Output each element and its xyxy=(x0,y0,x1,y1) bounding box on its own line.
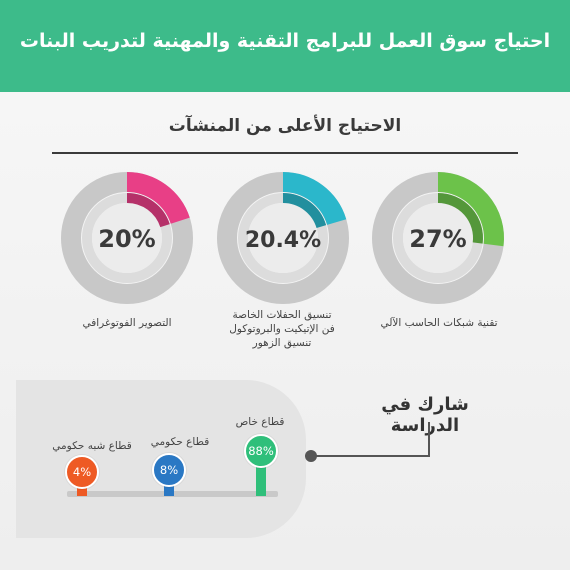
donut-center-photography xyxy=(92,203,162,273)
sector-label-semi-government: قطاع شبه حكومي xyxy=(52,440,132,452)
connector-vertical xyxy=(428,422,430,456)
stem-government xyxy=(164,484,174,496)
donut-label-events-line1: تنسيق الحفلات الخاصة xyxy=(232,309,332,321)
donut-slice-inner-events xyxy=(282,193,327,229)
section-divider xyxy=(52,152,518,154)
connector-horizontal xyxy=(313,455,430,457)
donut-events: 20.4% xyxy=(217,172,349,304)
donut-label-photography: التصوير الفوتوغرافي xyxy=(82,317,172,329)
donut-value-photography: 20% xyxy=(98,225,155,253)
header-banner: احتياج سوق العمل للبرامج التقنية والمهني… xyxy=(0,0,570,92)
section-title: الاحتياج الأعلى من المنشآت xyxy=(168,116,402,136)
page-title: احتياج سوق العمل للبرامج التقنية والمهني… xyxy=(19,30,551,52)
donut-slice-inner-photography xyxy=(126,193,170,228)
donut-photography: 20% xyxy=(61,172,193,304)
stem-semi-government xyxy=(77,488,87,496)
bubble-private: 88% xyxy=(244,434,278,468)
sector-label-government: قطاع حكومي xyxy=(150,436,210,448)
donut-value-networks: 27% xyxy=(409,225,466,253)
donut-label-events-line2: فن الإتيكيت والبروتوكول xyxy=(229,323,335,335)
donut-slice-events xyxy=(282,172,347,226)
stem-private xyxy=(256,460,266,496)
donut-label-events: تنسيق الحفلات الخاصة فن الإتيكيت والبروت… xyxy=(207,308,357,350)
donut-label-events-line3: تنسيق الزهور xyxy=(252,337,312,349)
donut-value-events: 20.4% xyxy=(245,228,321,253)
connector-dot xyxy=(305,450,317,462)
donut-center-networks xyxy=(403,203,473,273)
donut-slice-photography xyxy=(126,172,190,225)
participation-title: شارك في الدراسة xyxy=(381,394,469,436)
donut-center-events xyxy=(248,203,318,273)
donut-label-networks: تقنية شبكات الحاسب الآلي xyxy=(380,317,498,329)
donut-slice-inner-networks xyxy=(437,193,483,244)
donut-slice-networks xyxy=(437,172,504,247)
sector-label-private: قطاع خاص xyxy=(235,416,285,428)
bubble-government: 8% xyxy=(152,453,186,487)
donut-networks: 27% xyxy=(372,172,504,304)
bubble-semi-government: 4% xyxy=(65,455,99,489)
